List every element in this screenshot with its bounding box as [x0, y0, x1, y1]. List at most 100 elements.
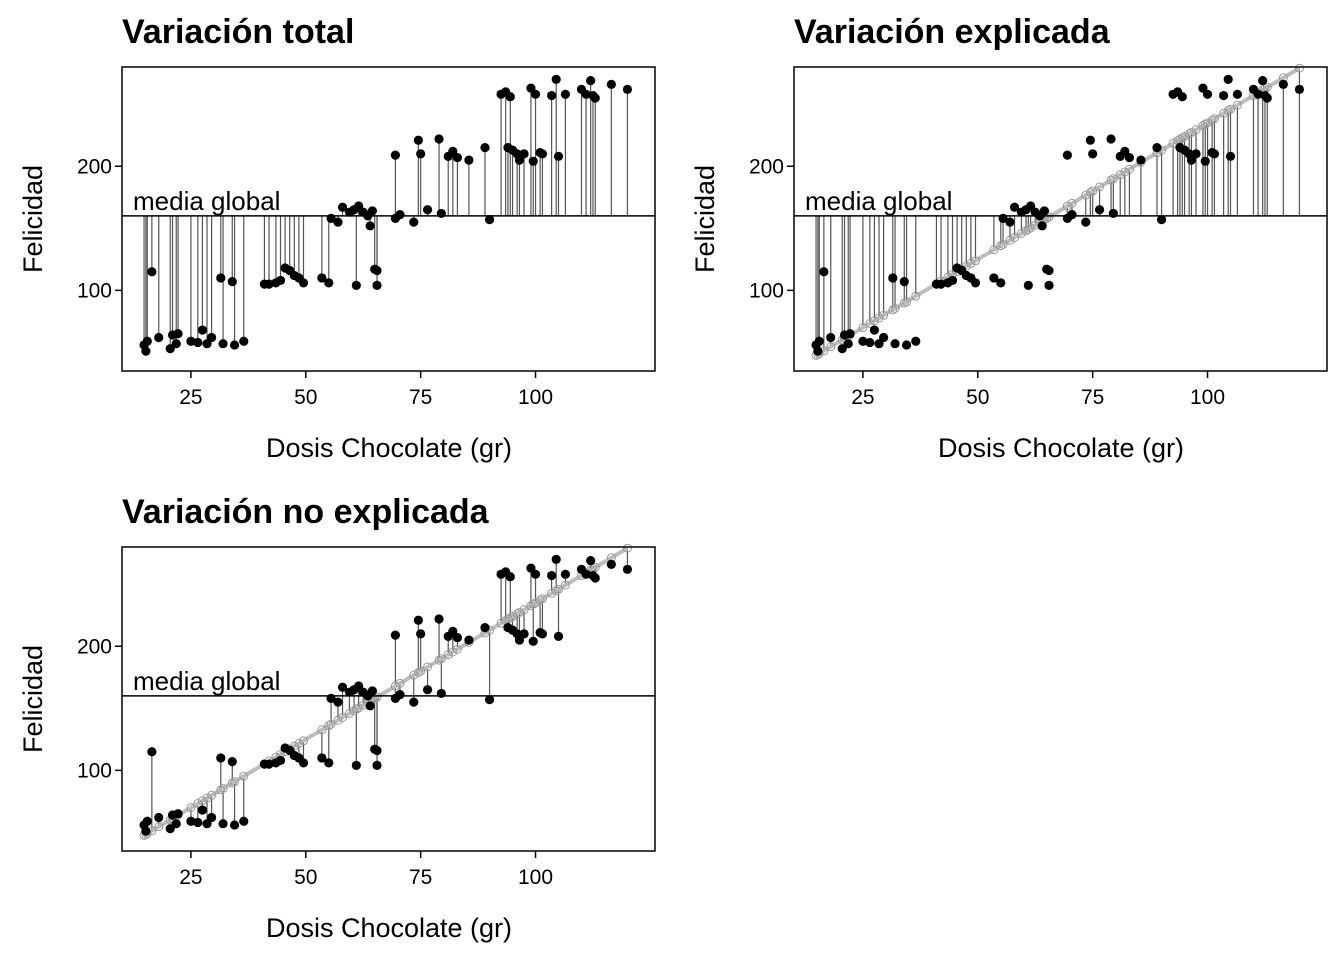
- data-point: [869, 325, 880, 335]
- y-tick-label: 200: [77, 635, 112, 658]
- fitted-point: [390, 681, 400, 691]
- data-point: [227, 277, 237, 287]
- data-point: [586, 76, 596, 86]
- data-point: [1294, 84, 1305, 94]
- fitted-point: [186, 803, 196, 813]
- fitted-point: [298, 736, 308, 746]
- y-tick-label: 100: [77, 279, 112, 302]
- fitted-point: [590, 562, 600, 572]
- data-point: [1223, 74, 1233, 85]
- data-point: [464, 635, 474, 645]
- data-point: [813, 346, 823, 356]
- fitted-point: [351, 704, 361, 714]
- data-point: [547, 570, 557, 581]
- fitted-point: [1219, 108, 1229, 118]
- data-point: [1005, 217, 1015, 227]
- fitted-point: [865, 318, 875, 328]
- data-point: [970, 278, 981, 288]
- data-point: [229, 820, 240, 830]
- data-point: [899, 277, 909, 287]
- data-point: [171, 819, 181, 829]
- x-tick-label: 75: [409, 386, 432, 409]
- data-point: [528, 156, 538, 166]
- x-tick-label: 25: [851, 386, 874, 409]
- data-point: [367, 206, 378, 216]
- data-point: [395, 210, 405, 220]
- data-point: [422, 685, 433, 695]
- data-point: [326, 693, 336, 703]
- data-point: [581, 569, 591, 579]
- data-point: [484, 695, 495, 705]
- data-point: [197, 325, 208, 335]
- y-axis-label: Felicidad: [690, 165, 720, 273]
- fitted-point: [1223, 106, 1233, 116]
- data-point: [519, 629, 529, 639]
- fitted-point: [1021, 226, 1031, 236]
- data-point: [365, 221, 375, 231]
- fitted-point: [1168, 138, 1178, 148]
- mean-annotation: media global: [133, 186, 280, 216]
- data-point: [1209, 149, 1220, 159]
- fitted-point: [1177, 133, 1187, 143]
- data-point: [1106, 134, 1116, 144]
- x-tick-label: 50: [966, 386, 989, 409]
- fitted-point: [879, 310, 889, 320]
- fitted-point: [1209, 114, 1219, 124]
- data-point: [367, 686, 378, 696]
- fitted-point: [535, 595, 545, 605]
- data-point: [372, 745, 382, 756]
- fitted-point: [423, 662, 433, 672]
- fitted-point: [1226, 104, 1236, 114]
- data-point: [452, 152, 463, 163]
- x-tick-label: 100: [518, 866, 553, 889]
- data-point: [452, 632, 463, 643]
- data-point: [275, 275, 286, 286]
- fitted-point: [434, 655, 444, 665]
- fitted-point: [551, 586, 561, 596]
- data-point: [239, 816, 249, 826]
- fitted-point: [1200, 119, 1210, 129]
- data-point: [422, 205, 433, 215]
- fitted-point: [1095, 182, 1105, 192]
- data-point: [586, 556, 596, 566]
- fitted-point: [537, 594, 547, 604]
- fitted-point: [193, 798, 203, 808]
- panel-title: Variación explicada: [794, 13, 1111, 51]
- fitted-point: [966, 258, 976, 268]
- fitted-point: [528, 599, 538, 609]
- data-point: [434, 614, 444, 624]
- data-point: [206, 812, 217, 823]
- fitted-point: [326, 719, 336, 729]
- data-point: [1037, 221, 1047, 231]
- data-point: [390, 150, 400, 160]
- data-point: [416, 629, 426, 639]
- data-point: [142, 816, 152, 826]
- plot-frame: [793, 66, 1328, 372]
- data-point: [1253, 89, 1263, 99]
- data-point: [317, 273, 327, 283]
- mean-annotation: media global: [133, 666, 280, 696]
- y-tick-label: 200: [749, 155, 784, 178]
- fitted-point: [333, 715, 343, 725]
- data-point: [1088, 149, 1098, 159]
- fitted-point: [1106, 175, 1116, 185]
- data-point: [1202, 89, 1213, 99]
- data-point: [1232, 89, 1243, 99]
- data-point: [606, 559, 616, 569]
- fitted-point: [416, 666, 426, 676]
- data-point: [436, 688, 446, 699]
- fitted-point: [239, 771, 249, 781]
- data-point: [193, 817, 203, 828]
- data-point: [141, 346, 151, 356]
- data-point: [239, 336, 249, 346]
- fitted-point: [207, 790, 217, 800]
- data-point: [553, 631, 564, 641]
- data-point: [553, 151, 564, 161]
- fitted-point: [1180, 131, 1190, 141]
- fitted-point: [512, 609, 522, 619]
- fitted-point: [317, 725, 327, 735]
- data-point: [530, 89, 541, 99]
- data-point: [622, 84, 633, 94]
- data-point: [528, 636, 538, 646]
- fitted-point: [554, 584, 564, 594]
